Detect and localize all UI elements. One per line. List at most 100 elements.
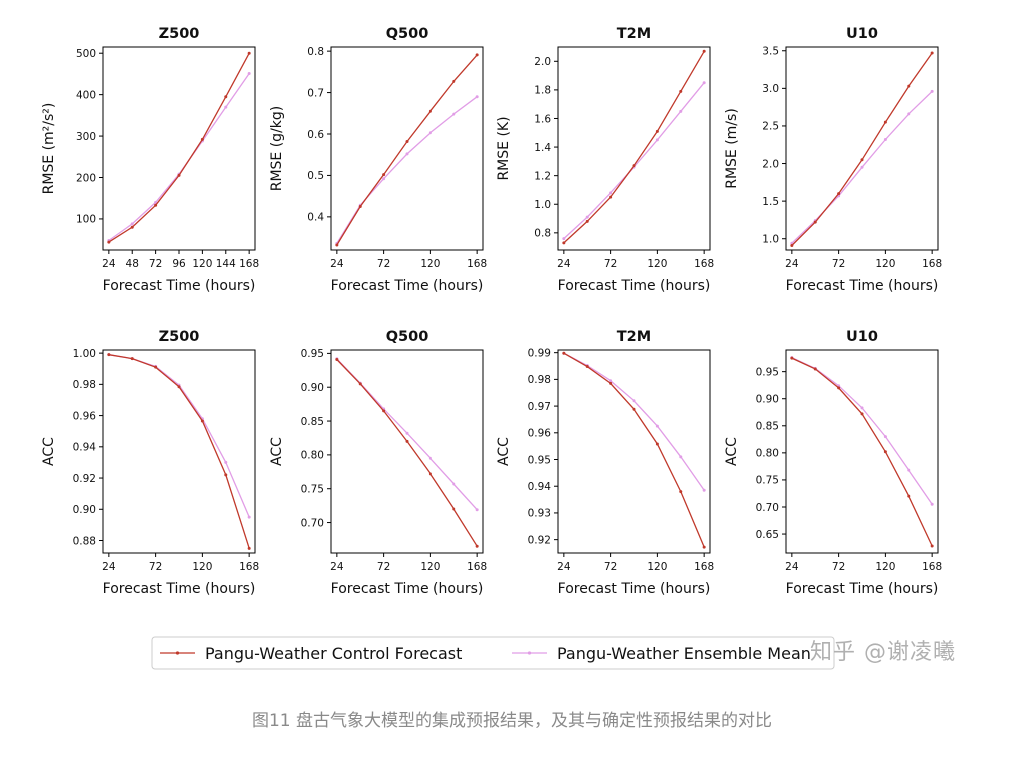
x-tick-label: 144 xyxy=(216,258,236,270)
ensemble-mean-point xyxy=(452,112,456,116)
control-forecast-line xyxy=(108,52,250,243)
legend: Pangu-Weather Control Forecast Pangu-Weat… xyxy=(151,636,835,670)
control-forecast-point xyxy=(358,382,362,386)
control-forecast-point xyxy=(107,240,111,244)
control-forecast-point xyxy=(837,386,841,390)
ensemble-mean-point xyxy=(655,138,659,142)
y-tick-label: 1.6 xyxy=(534,113,551,125)
control-forecast-point xyxy=(632,407,636,411)
x-axis-label: Forecast Time (hours) xyxy=(786,581,939,597)
subplot-acc-q500: Q500 24 72 120 168 0.70 0.75 0.80 0.85 0.90 0.95 Fo… xyxy=(269,329,487,597)
y-tick-label: 1.00 xyxy=(73,348,96,360)
subplot-title: T2M xyxy=(617,26,651,42)
y-tick-label: 0.8 xyxy=(534,228,551,240)
x-tick-label: 168 xyxy=(467,258,487,270)
control-forecast-point xyxy=(382,173,386,177)
y-tick-label: 1.4 xyxy=(534,142,551,154)
subplot-acc-u10: U10 24 72 120 168 0.65 0.70 0.75 0.80 0.85 0.90 0.9… xyxy=(724,329,942,597)
y-tick-label: 0.98 xyxy=(73,379,96,391)
ensemble-mean-point xyxy=(382,177,386,181)
watermark: 知乎 @谢凌曦 xyxy=(810,640,956,665)
control-forecast-point xyxy=(177,173,181,177)
ensemble-mean-point xyxy=(452,482,456,486)
y-tick-label: 0.90 xyxy=(301,382,324,394)
x-tick-label: 168 xyxy=(694,561,714,573)
control-forecast-point xyxy=(702,545,706,549)
y-tick-label: 0.94 xyxy=(528,481,552,493)
control-forecast-point xyxy=(930,51,934,55)
x-tick-label: 120 xyxy=(420,561,440,573)
y-tick-label: 0.90 xyxy=(756,394,779,406)
y-tick-label: 0.99 xyxy=(528,347,551,359)
y-tick-label: 1.2 xyxy=(534,170,551,182)
y-tick-label: 0.96 xyxy=(528,428,552,440)
x-axis-label: Forecast Time (hours) xyxy=(558,278,711,294)
control-forecast-point xyxy=(562,351,566,355)
x-tick-label: 168 xyxy=(467,561,487,573)
axes-frame xyxy=(785,46,939,251)
control-forecast-point xyxy=(860,158,864,162)
y-tick-label: 500 xyxy=(76,48,96,60)
y-tick-label: 0.94 xyxy=(73,442,97,454)
y-tick-label: 0.65 xyxy=(756,529,779,541)
y-tick-label: 0.95 xyxy=(301,348,324,360)
x-tick-label: 168 xyxy=(922,561,942,573)
ensemble-mean-point xyxy=(130,222,134,226)
x-tick-label: 72 xyxy=(149,561,162,573)
control-forecast-point xyxy=(907,84,911,88)
y-tick-label: 0.95 xyxy=(528,454,551,466)
ensemble-mean-point xyxy=(907,112,911,116)
ensemble-mean-line xyxy=(563,82,705,240)
x-tick-label: 72 xyxy=(832,258,845,270)
y-tick-label: 0.70 xyxy=(756,502,779,514)
control-forecast-point xyxy=(790,356,794,360)
control-forecast-line xyxy=(791,52,933,246)
y-axis-label: ACC xyxy=(724,437,740,466)
ensemble-mean-point xyxy=(224,105,228,109)
axes-frame xyxy=(785,349,939,554)
subplot-title: Q500 xyxy=(386,329,429,345)
legend-control-marker xyxy=(175,651,180,655)
x-tick-label: 120 xyxy=(875,561,895,573)
y-tick-label: 3.0 xyxy=(762,83,779,95)
control-forecast-point xyxy=(813,220,817,224)
ensemble-mean-point xyxy=(609,191,613,195)
x-tick-label: 72 xyxy=(149,258,162,270)
subplot-acc-z500: Z500 24 72 120 168 0.88 0.90 0.92 0.94 0.96 0.98 1.… xyxy=(41,329,259,597)
control-forecast-point xyxy=(702,49,706,53)
control-forecast-point xyxy=(930,544,934,548)
x-axis-label: Forecast Time (hours) xyxy=(103,278,256,294)
ensemble-mean-point xyxy=(247,515,251,519)
x-tick-label: 120 xyxy=(647,258,667,270)
x-tick-label: 168 xyxy=(694,258,714,270)
control-forecast-point xyxy=(883,450,887,454)
control-forecast-point xyxy=(405,439,409,443)
y-tick-label: 1.5 xyxy=(762,196,779,208)
control-forecast-point xyxy=(154,203,158,207)
y-axis-label: RMSE (g/kg) xyxy=(269,106,285,192)
x-axis-label: Forecast Time (hours) xyxy=(786,278,939,294)
y-tick-label: 0.98 xyxy=(528,374,551,386)
control-forecast-point xyxy=(154,365,158,369)
control-forecast-point xyxy=(177,385,181,389)
y-tick-label: 0.92 xyxy=(73,473,96,485)
y-tick-label: 0.75 xyxy=(301,484,324,496)
x-tick-label: 24 xyxy=(557,561,571,573)
control-forecast-point xyxy=(632,164,636,168)
subplot-title: Z500 xyxy=(159,329,200,345)
subplot-title: Q500 xyxy=(386,26,429,42)
legend-box xyxy=(151,636,835,670)
x-tick-label: 120 xyxy=(647,561,667,573)
subplot-rmse-t2m: T2M 24 72 120 168 0.8 1.0 1.2 1.4 1.6 1.8 2.0 Foreca… xyxy=(496,26,714,294)
figure-caption: 图11 盘古气象大模型的集成预报结果，及其与确定性预报结果的对比 xyxy=(251,711,773,731)
y-axis-label: ACC xyxy=(41,437,57,466)
control-forecast-line xyxy=(336,359,478,547)
y-tick-label: 1.8 xyxy=(534,85,551,97)
ensemble-mean-line xyxy=(563,352,705,491)
control-forecast-point xyxy=(335,243,339,247)
control-forecast-point xyxy=(130,357,134,361)
ensemble-mean-point xyxy=(930,89,934,93)
control-forecast-point xyxy=(335,357,339,361)
y-tick-label: 0.5 xyxy=(307,170,324,182)
subplot-title: U10 xyxy=(846,329,878,345)
